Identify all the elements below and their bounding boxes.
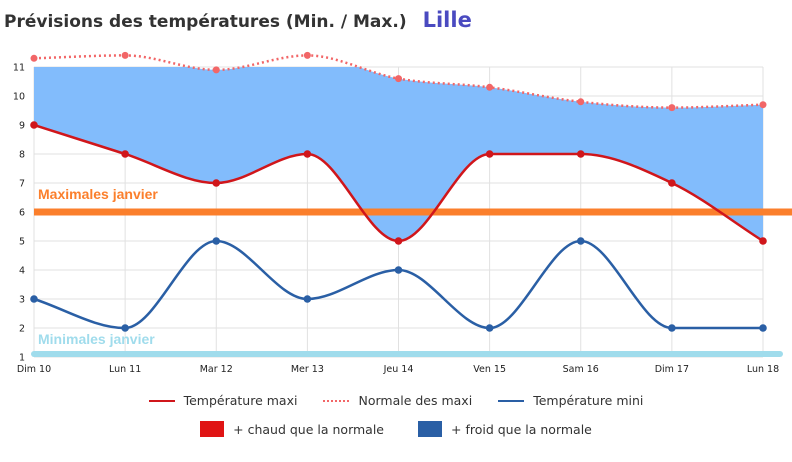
point-max [303, 150, 312, 158]
legend-item-colder[interactable]: + froid que la normale [418, 421, 592, 437]
x-tick-label: Mar 12 [200, 364, 233, 375]
reference-label-min: Minimales janvier [38, 331, 155, 347]
point-min [394, 266, 403, 274]
point-normal [121, 51, 129, 59]
point-min [485, 324, 494, 332]
point-min [121, 324, 129, 332]
point-normal [303, 51, 311, 59]
x-tick-label: Lun 18 [747, 364, 779, 375]
y-tick-label: 7 [19, 179, 25, 190]
y-tick-label: 8 [19, 150, 25, 161]
point-normal [668, 104, 676, 112]
legend: Température maxi Normale des maxi Tempér… [0, 393, 792, 408]
legend-label-max: Température maxi [183, 393, 298, 408]
legend-label-warmer: + chaud que la normale [233, 421, 384, 437]
legend-label-normal: Normale des maxi [358, 393, 473, 408]
point-normal [486, 83, 494, 91]
point-min [668, 324, 676, 332]
legend-item-min[interactable]: Température mini [498, 393, 643, 408]
point-min [576, 237, 585, 245]
point-max [212, 179, 221, 187]
point-normal [395, 75, 402, 83]
x-tick-label: Sam 16 [563, 364, 599, 375]
legend-swatch-colder [418, 421, 442, 437]
point-max [576, 150, 585, 158]
chart-title: Prévisions des températures (Min. / Max.… [4, 12, 407, 32]
x-tick-label: Ven 15 [473, 364, 506, 375]
point-max [668, 179, 676, 187]
legend-item-max[interactable]: Température maxi [148, 393, 298, 408]
legend-item-normal[interactable]: Normale des maxi [323, 393, 472, 408]
legend-swatch-max [148, 399, 175, 402]
area-fill-group [34, 67, 763, 241]
legend-anomaly: + chaud que la normale + froid que la no… [0, 421, 792, 437]
legend-item-warmer[interactable]: + chaud que la normale [200, 421, 384, 437]
legend-swatch-normal [323, 399, 350, 402]
point-normal [212, 66, 220, 74]
city-name: Lille [422, 8, 472, 32]
legend-label-min: Température mini [533, 393, 644, 408]
point-min [30, 295, 38, 303]
legend-swatch-min [498, 399, 525, 402]
axis-labels: 1 2 3 4 5 6 7 8 9 10 11 Dim 10 Lun 11 Mar 12 Mer 13 Jeu… [13, 63, 779, 376]
point-normal [30, 54, 38, 62]
legend-swatch-warmer [200, 421, 225, 437]
point-max [485, 150, 494, 158]
y-tick-label: 5 [19, 237, 25, 248]
point-min [212, 237, 221, 245]
x-tick-label: Dim 17 [655, 364, 689, 375]
series-group [30, 51, 767, 332]
point-min [303, 295, 312, 303]
y-tick-label: 3 [19, 295, 25, 306]
y-tick-label: 11 [13, 63, 25, 74]
y-tick-label: 4 [19, 266, 25, 277]
title-row: Prévisions des températures (Min. / Max.… [4, 8, 472, 40]
point-max [121, 150, 129, 158]
point-max [30, 121, 38, 129]
legend-label-colder: + froid que la normale [451, 421, 592, 437]
point-min [759, 324, 767, 332]
x-tick-label: Jeu 14 [383, 364, 414, 375]
temperature-chart: Maximales janvier Minimales janvier 1 2 3 4 5… [13, 51, 792, 376]
area-fill [34, 67, 763, 241]
point-normal [577, 98, 585, 106]
point-max [394, 237, 403, 245]
y-tick-label: 6 [19, 208, 25, 219]
y-tick-label: 2 [19, 324, 25, 335]
x-tick-label: Dim 10 [17, 364, 51, 375]
point-normal [759, 101, 767, 109]
y-tick-label: 9 [19, 121, 25, 132]
point-max [759, 237, 767, 245]
reference-label-max: Maximales janvier [38, 186, 158, 202]
x-tick-label: Mer 13 [291, 364, 324, 375]
reference-lines: Maximales janvier Minimales janvier [31, 186, 792, 357]
y-tick-label: 10 [13, 92, 25, 103]
y-tick-label: 1 [19, 353, 25, 364]
x-tick-label: Lun 11 [109, 364, 141, 375]
